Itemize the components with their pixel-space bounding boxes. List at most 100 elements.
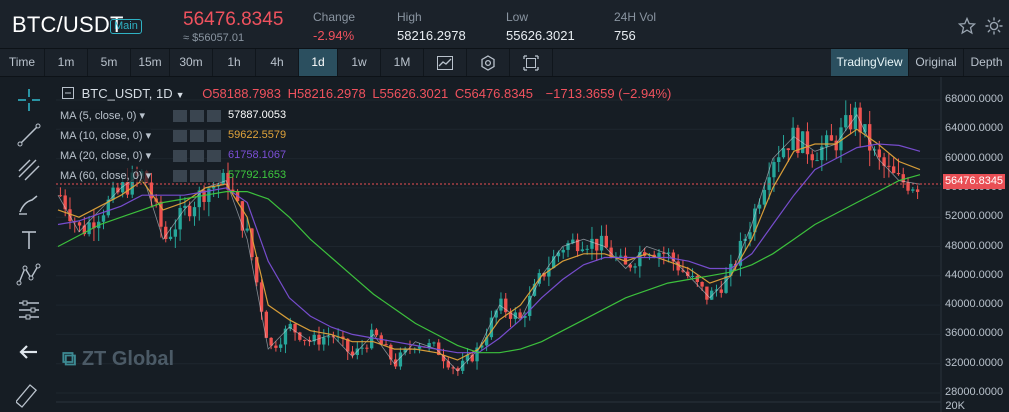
candle-body [470, 354, 474, 362]
trendline-icon[interactable] [16, 122, 42, 148]
candle-body [547, 268, 551, 277]
tf-30m[interactable]: 30m [170, 49, 213, 76]
star-icon[interactable] [958, 17, 976, 35]
ma-label-20[interactable]: MA (20, close, 0) ▾ [60, 149, 152, 162]
zt-logo-icon: ⧉ [62, 348, 77, 370]
high-label: High [397, 10, 422, 24]
candle-body [781, 148, 786, 158]
candle-body [590, 238, 594, 249]
candle-body [494, 310, 498, 318]
candle-body [853, 107, 858, 130]
candle-body [561, 249, 565, 253]
candle-body [513, 312, 518, 319]
candle-body [226, 172, 230, 190]
ma-controls-icon[interactable] [173, 150, 221, 162]
candle-body [844, 115, 848, 128]
candle-body [772, 162, 776, 178]
candle-body [68, 209, 72, 222]
candle-body [609, 247, 613, 258]
candle-body [264, 311, 268, 338]
ma-label-10[interactable]: MA (10, close, 0) ▾ [60, 129, 152, 142]
collapse-icon[interactable] [62, 87, 74, 99]
sun-icon[interactable] [985, 17, 1003, 35]
measure-icon[interactable] [16, 297, 42, 323]
candle-body [77, 222, 82, 226]
candle-body [820, 146, 824, 161]
candle-body [384, 344, 388, 346]
tf-4h[interactable]: 4h [256, 49, 299, 76]
view-tradingview[interactable]: TradingView [831, 49, 909, 76]
candle-body [346, 338, 350, 352]
candlestick-chart[interactable] [0, 77, 1009, 412]
candle-body [705, 286, 709, 300]
candle-body [298, 332, 302, 340]
candle-body [848, 115, 853, 130]
ma-line-0 [57, 113, 921, 372]
candle-body [451, 367, 455, 369]
ma-controls-icon[interactable] [173, 130, 221, 142]
view-original[interactable]: Original [909, 49, 964, 76]
tf-5m[interactable]: 5m [88, 49, 131, 76]
candle-body [887, 165, 891, 167]
candle-body [724, 275, 728, 293]
tf-1w[interactable]: 1w [338, 49, 381, 76]
timeframe-bar: Time 1m 5m 15m 30m 1h 4h 1d 1w 1M Tradin… [0, 49, 1009, 77]
candle-body [274, 345, 278, 348]
ma-label-60[interactable]: MA (60, close, 0) ▾ [60, 169, 152, 182]
tf-15m[interactable]: 15m [131, 49, 170, 76]
candle-body [259, 282, 264, 312]
volume-tick-label: 20K [945, 400, 965, 412]
arrow-left-icon[interactable] [16, 339, 42, 365]
settings-button[interactable] [467, 49, 510, 76]
candle-body [221, 172, 225, 185]
candle-body [240, 201, 245, 231]
ma-controls-icon[interactable] [173, 110, 221, 122]
candle-body [580, 249, 585, 252]
candle-body [302, 339, 307, 341]
candle-body [777, 157, 781, 163]
price-tick-label: 52000.0000 [945, 210, 1004, 223]
candle-body [791, 127, 795, 151]
fib-icon[interactable] [16, 157, 42, 183]
candle-body [188, 205, 192, 217]
candle-body [762, 189, 767, 205]
price-tick-label: 60000.0000 [945, 151, 1004, 164]
legend-high: H58216.2978 [287, 86, 366, 101]
indicator-button[interactable] [424, 49, 467, 76]
legend-symbol[interactable]: BTC_USDT, 1D [81, 86, 173, 101]
candle-body [523, 315, 527, 318]
tf-1h[interactable]: 1h [213, 49, 256, 76]
symbol-dropdown-icon[interactable]: ▼ [175, 90, 185, 100]
brush-icon[interactable] [16, 192, 42, 218]
candle-body [839, 127, 843, 151]
ruler-icon[interactable] [16, 382, 42, 408]
tf-time[interactable]: Time [0, 49, 45, 76]
ma-line-1 [57, 128, 921, 361]
low-value: 55626.3021 [506, 28, 575, 43]
candle-body [456, 368, 460, 371]
text-tool-icon[interactable] [16, 227, 42, 253]
price-tick-label: 48000.0000 [945, 239, 1004, 252]
ma-label-5[interactable]: MA (5, close, 0) ▾ [60, 109, 145, 122]
candle-body [231, 189, 235, 192]
tf-1M[interactable]: 1M [381, 49, 424, 76]
candle-body [575, 239, 580, 252]
candle-body [800, 131, 805, 153]
high-value: 58216.2978 [397, 28, 466, 43]
fullscreen-button[interactable] [510, 49, 553, 76]
candle-body [690, 275, 695, 277]
candle-body [389, 344, 393, 360]
ma-controls-icon[interactable] [173, 170, 221, 182]
view-depth[interactable]: Depth [970, 55, 1003, 69]
tf-1d[interactable]: 1d [299, 49, 338, 76]
candle-body [686, 271, 690, 276]
crosshair-icon[interactable] [16, 87, 42, 113]
tf-1m[interactable]: 1m [45, 49, 88, 76]
candle-body [255, 257, 259, 283]
pattern-icon[interactable] [16, 262, 42, 288]
ma-value-60: 57792.1653 [228, 169, 287, 181]
candle-body [657, 252, 661, 258]
watermark-logo: ⧉ ZT Global [62, 348, 174, 371]
candle-body [207, 188, 211, 202]
candle-body [149, 182, 154, 199]
